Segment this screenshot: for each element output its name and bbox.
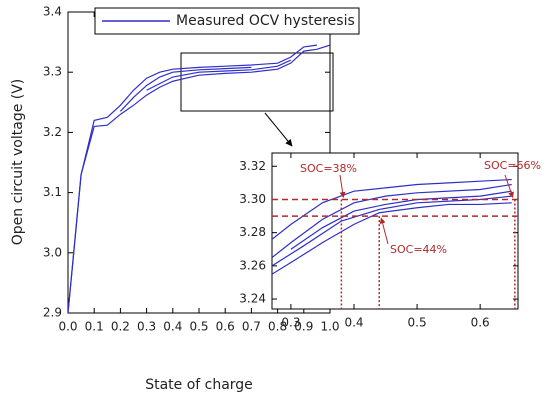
x-tick-label: 0.9 xyxy=(294,320,313,334)
x-tick-label: 0.8 xyxy=(268,320,287,334)
y-tick-label: 3.4 xyxy=(43,5,62,19)
zoom-box xyxy=(180,52,334,112)
x-tick-label: 1.0 xyxy=(320,320,339,334)
y-axis-label: Open circuit voltage (V) xyxy=(10,79,26,246)
x-tick-label: 0.4 xyxy=(344,316,363,330)
zoom-arrow xyxy=(264,112,293,147)
series-line xyxy=(119,66,252,112)
legend-label: Measured OCV hysteresis xyxy=(176,13,355,29)
annotation-arrow xyxy=(339,174,346,199)
y-tick-label: 3.26 xyxy=(239,258,266,272)
y-tick-label: 3.32 xyxy=(239,159,266,173)
inset-background xyxy=(271,152,519,310)
x-tick-label: 0.2 xyxy=(111,320,130,334)
series-line xyxy=(272,178,512,240)
series-line xyxy=(272,183,512,259)
y-tick-label: 3.3 xyxy=(43,65,62,79)
y-tick-label: 3.2 xyxy=(43,125,62,139)
y-tick-label: 3.24 xyxy=(239,292,266,306)
series-line xyxy=(272,195,512,267)
series-line xyxy=(272,202,512,275)
y-tick-label: 3.1 xyxy=(43,185,62,199)
y-tick-label: 2.9 xyxy=(43,306,62,320)
x-tick-label: 0.7 xyxy=(242,320,261,334)
y-tick-label: 3.30 xyxy=(239,192,266,206)
annotation: SOC=38% xyxy=(300,162,357,175)
annotation: SOC=66% xyxy=(484,159,541,172)
annotation-arrow xyxy=(379,217,389,245)
annotation-arrow xyxy=(504,174,514,199)
x-tick-label: 0.6 xyxy=(471,316,490,330)
x-tick-label: 0.0 xyxy=(58,320,77,334)
x-tick-label: 0.5 xyxy=(189,320,208,334)
x-tick-label: 0.4 xyxy=(163,320,182,334)
x-tick-label: 0.6 xyxy=(216,320,235,334)
plot-area xyxy=(68,44,330,313)
x-axis-label: State of charge xyxy=(145,377,253,393)
x-tick-label: 0.3 xyxy=(281,316,300,330)
series-line xyxy=(68,44,330,313)
plot-area xyxy=(272,178,518,309)
series-line xyxy=(290,190,512,250)
series-line xyxy=(68,44,317,313)
x-tick-label: 0.3 xyxy=(137,320,156,334)
annotation: SOC=44% xyxy=(390,243,447,256)
series-line xyxy=(146,59,291,91)
y-tick-label: 3.28 xyxy=(239,225,266,239)
y-tick-label: 3.0 xyxy=(43,245,62,259)
x-tick-label: 0.5 xyxy=(408,316,427,330)
x-tick-label: 0.1 xyxy=(85,320,104,334)
